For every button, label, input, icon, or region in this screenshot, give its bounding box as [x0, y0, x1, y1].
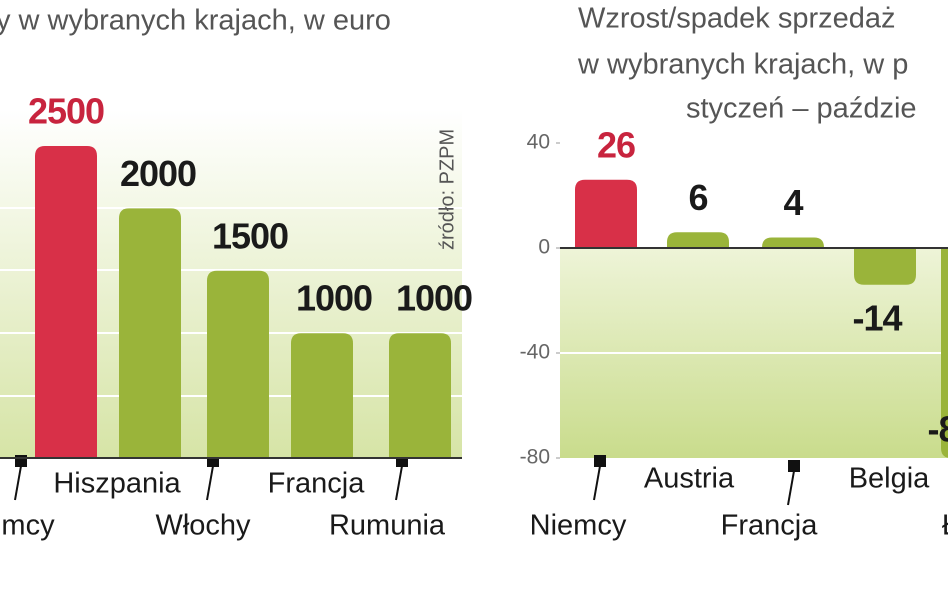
- x-tick-label: Francja: [268, 468, 366, 500]
- value-label: 1500: [212, 215, 288, 256]
- bar: [575, 179, 637, 248]
- bar: [35, 146, 97, 458]
- value-label: -14: [852, 297, 902, 338]
- bar: [762, 237, 824, 248]
- value-label: 1000: [396, 278, 472, 319]
- x-tick-label: Francja: [721, 510, 819, 542]
- x-tick-label: Austria: [644, 463, 735, 495]
- bar: [389, 333, 451, 458]
- bar: [667, 232, 729, 248]
- x-tick-label: Włochy: [155, 510, 251, 542]
- chart-title: y w wybranych krajach, w euro: [0, 5, 391, 37]
- bar: [207, 270, 269, 458]
- x-tick-label: Niemcy: [530, 510, 627, 542]
- x-tick-label: Hiszpania: [53, 468, 181, 500]
- y-tick-label: 0: [538, 236, 550, 259]
- x-tick-label: Ł: [942, 510, 948, 542]
- value-label: -80: [927, 409, 948, 450]
- x-tick-label: Belgia: [849, 463, 930, 495]
- bar: [119, 208, 181, 458]
- value-label: 2000: [120, 153, 196, 194]
- value-label: 26: [597, 124, 635, 165]
- y-tick-label: 40: [527, 131, 550, 154]
- value-label: 2500: [28, 91, 104, 132]
- value-label: 4: [783, 182, 803, 223]
- x-tick-label: Rumunia: [329, 510, 446, 542]
- y-tick-label: -40: [520, 341, 550, 364]
- value-label: 6: [688, 177, 707, 218]
- chart-title: w wybranych krajach, w p: [577, 49, 908, 81]
- value-label: 1000: [296, 278, 372, 319]
- markers: [14, 455, 800, 506]
- x-tick-label: mcy: [1, 510, 55, 542]
- y-tick-label: -80: [520, 446, 550, 469]
- bar: [854, 248, 916, 285]
- bar: [291, 333, 353, 458]
- chart-title: Wzrost/spadek sprzedaż: [578, 3, 896, 35]
- chart-title: styczeń – paździe: [686, 93, 917, 125]
- source: źródło: PZPM: [436, 129, 458, 250]
- bar: [941, 248, 948, 458]
